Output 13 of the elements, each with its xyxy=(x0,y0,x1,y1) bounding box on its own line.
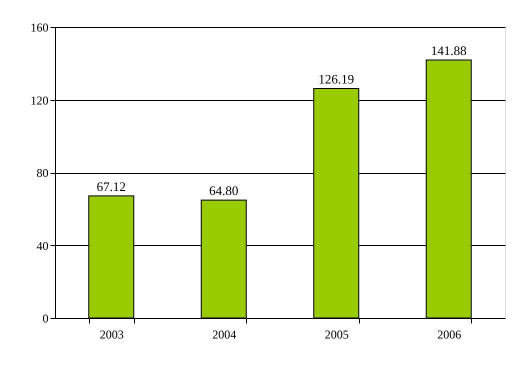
data-label: 126.19 xyxy=(318,71,354,86)
x-tick-label: 2003 xyxy=(100,328,124,342)
x-tick-label: 2004 xyxy=(212,328,236,342)
y-tick-label: 120 xyxy=(30,93,48,108)
x-tick-label: 2006 xyxy=(437,328,462,342)
data-label: 64.80 xyxy=(209,183,238,198)
y-tick-label: 80 xyxy=(36,166,48,180)
x-tick-label: 2005 xyxy=(324,328,349,342)
data-label: 67.12 xyxy=(96,178,126,194)
y-tick-label: 160 xyxy=(30,20,48,34)
y-tick-label: 40 xyxy=(36,238,48,253)
y-tick-label: 0 xyxy=(42,312,48,326)
data-label: 141.88 xyxy=(430,42,467,58)
